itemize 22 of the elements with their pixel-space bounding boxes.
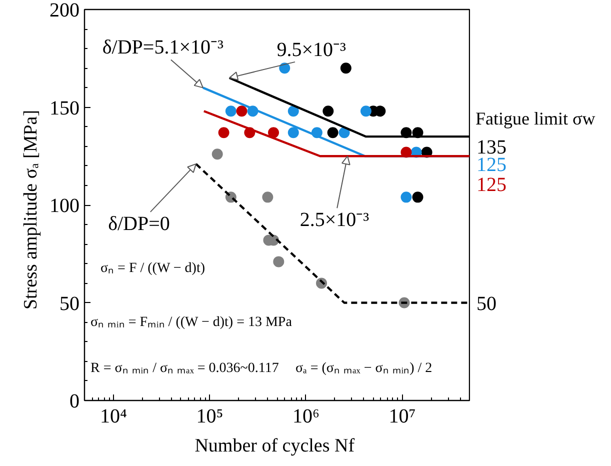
- x-tick-label: 10⁶: [292, 406, 320, 428]
- annotation: 2.5×10⁻³: [300, 209, 370, 232]
- annotation: 125: [476, 174, 506, 196]
- x-axis-title: Number of cycles Nf: [194, 436, 356, 456]
- y-tick-label: 50: [60, 292, 80, 315]
- y-tick-label: 0: [70, 390, 80, 412]
- annotation: δ/DP=5.1×10⁻³: [102, 36, 224, 59]
- annotation: σₙ ₘᵢₙ = Fₘᵢₙ / ((W − d)t) = 13 MPa: [90, 315, 293, 330]
- annotation: σₙ = F / ((W − d)t): [100, 261, 206, 276]
- annotation: δ/DP=0: [108, 212, 170, 235]
- x-tick-label: 10⁴: [100, 406, 127, 428]
- y-tick-label: 200: [50, 0, 80, 22]
- x-tick-label: 10⁵: [196, 406, 224, 428]
- text: Fatigue limit σw: [476, 108, 596, 128]
- annotation: σₐ = (σₙ ₘₐₓ − σₙ ₘᵢₙ) / 2: [296, 361, 432, 376]
- y-tick-label: 100: [50, 195, 80, 217]
- x-tick-label: 10⁷: [388, 406, 416, 428]
- y-axis-title: Stress amplitude σₐ [MPa]: [20, 110, 42, 310]
- y-tick-label: 150: [50, 97, 80, 120]
- annotation: 50: [476, 292, 496, 315]
- annotation: R = σₙ ₘᵢₙ / σₙ ₘₐₓ = 0.036~0.117: [90, 361, 279, 376]
- annotation: 9.5×10⁻³: [276, 38, 346, 61]
